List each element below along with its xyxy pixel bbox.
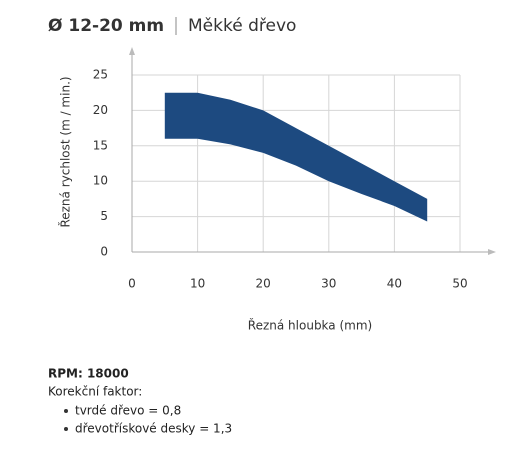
factor-label: Korekční faktor: — [48, 385, 142, 399]
x-tick-label: 40 — [387, 277, 402, 291]
chart-title: Ø 12-20 mm — [48, 16, 164, 36]
bullet — [64, 409, 68, 413]
y-tick-label: 5 — [100, 209, 108, 223]
factor-item: tvrdé dřevo = 0,8 — [75, 404, 181, 418]
x-tick-label: 50 — [452, 277, 467, 291]
rpm-note: RPM: 18000 — [48, 367, 129, 381]
x-tick-label: 0 — [128, 277, 136, 291]
y-tick-label: 20 — [93, 103, 108, 117]
x-axis-arrow — [488, 249, 496, 255]
x-tick-label: 20 — [256, 277, 271, 291]
y-tick-label: 15 — [93, 138, 108, 152]
x-tick-label: 10 — [190, 277, 205, 291]
y-axis-label: Řezná rychlost (m / min.) — [58, 76, 73, 227]
y-tick-label: 0 — [100, 245, 108, 259]
band-area — [164, 92, 428, 222]
bullet — [64, 427, 68, 431]
x-tick-label: 30 — [321, 277, 336, 291]
factor-item: dřevotřískové desky = 1,3 — [75, 422, 232, 436]
y-tick-label: 10 — [93, 174, 108, 188]
y-axis-arrow — [129, 47, 135, 55]
chart-subtitle: Měkké dřevo — [188, 16, 296, 36]
x-axis-label: Řezná hloubka (mm) — [248, 318, 372, 333]
y-tick-label: 25 — [93, 68, 108, 82]
